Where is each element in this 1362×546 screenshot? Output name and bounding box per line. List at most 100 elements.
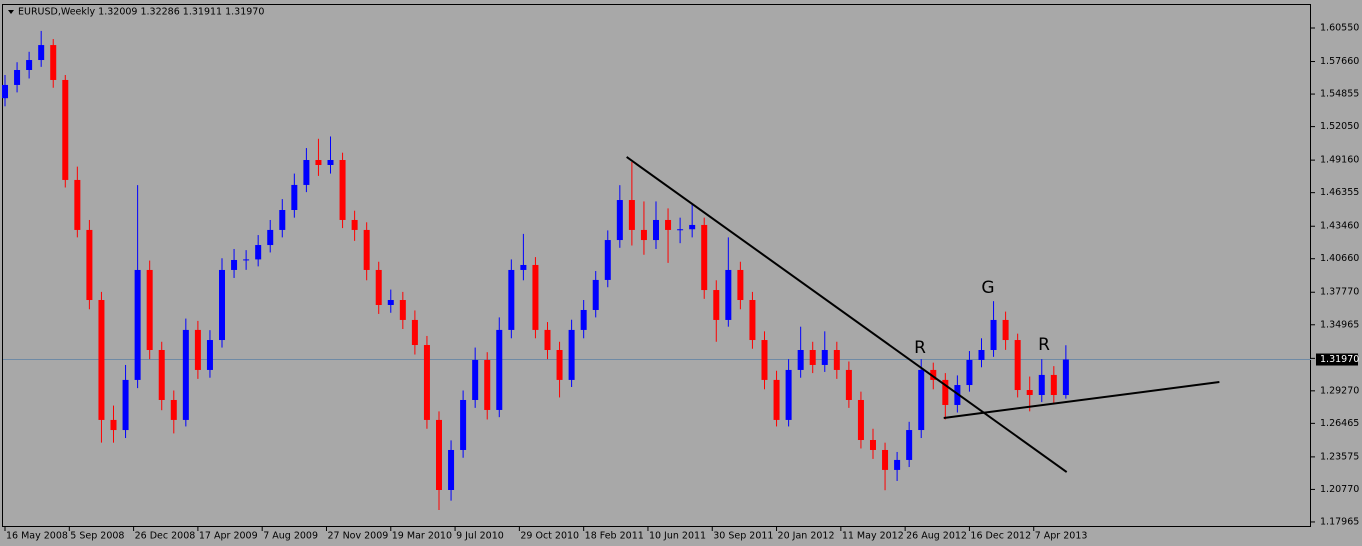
x-tick-label: 9 Jul 2010 [456,531,504,542]
candle-body [906,430,913,460]
candle-body [146,269,153,350]
candle-body [122,379,129,431]
y-tick-label: 1.52050 [1320,121,1359,132]
candle-body [809,349,816,365]
candle-body [231,259,238,270]
candle-body [1014,340,1021,391]
candle-body [930,369,937,380]
candle-body [894,459,901,470]
candle-body [98,300,105,420]
candle-body [448,449,455,490]
x-tick-label: 7 Apr 2013 [1035,531,1088,542]
x-tick-label: 19 Mar 2010 [392,531,452,542]
y-tick-label: 1.20770 [1320,484,1359,495]
x-tick-label: 5 Sep 2008 [70,531,124,542]
candle-body [267,229,274,246]
candle-body [749,300,756,341]
candle-body [797,349,804,370]
candle-body [182,329,189,420]
candle-body [423,345,430,420]
candle-body [568,329,575,380]
candle-body [857,399,864,441]
annotation: G [981,278,994,298]
candle-body [1050,374,1057,396]
y-tick-label: 1.34965 [1320,319,1359,330]
candle-body [737,269,744,301]
candle-body [785,369,792,420]
candle-body [2,84,9,99]
candle-body [170,399,177,420]
candle-body [604,240,611,280]
candle-body [882,449,889,470]
candle-body [194,329,201,370]
candle-body [158,349,165,400]
trendline [626,156,1068,473]
x-tick-label: 18 Feb 2011 [585,531,644,542]
candle-body [363,229,370,270]
candle-body [701,224,708,291]
x-tick-label: 16 Dec 2012 [970,531,1031,542]
plot-frame [2,4,1311,527]
candle-body [845,369,852,400]
candle-body [50,45,57,80]
y-tick-label: 1.49160 [1320,155,1359,166]
candle-body [665,219,672,230]
candle-body [86,229,93,301]
y-tick-label: 1.40660 [1320,253,1359,264]
candle-body [713,290,720,320]
y-tick-label: 1.60550 [1320,23,1359,34]
y-tick-label: 1.17965 [1320,516,1359,527]
candle-body [14,69,21,85]
candle-body [954,385,961,405]
candle-body [436,419,442,490]
x-tick-label: 16 May 2008 [6,531,68,542]
candle-body [38,45,45,61]
candle-body [291,184,298,210]
candle-body [411,319,418,346]
candle-body [219,269,226,341]
candle-body [460,399,467,450]
x-tick-label: 26 Aug 2012 [906,531,967,542]
candle-body [26,60,33,70]
y-tick-label: 1.57660 [1320,56,1359,67]
x-tick-label: 7 Aug 2009 [263,531,318,542]
candle-body [833,349,840,370]
candle-body [942,379,949,405]
candle-body [592,279,599,310]
candle-body [821,349,828,365]
candle-body [556,349,563,380]
candle-body [640,229,647,241]
candle-body [689,224,696,230]
candle-body [966,359,973,386]
y-tick-label: 1.23575 [1320,451,1359,462]
candle-body [472,359,479,400]
current-price-label: 1.31970 [1320,354,1359,365]
candle-body [869,440,876,450]
candle-body [580,309,587,330]
candle-body [978,349,985,360]
candle-body [520,264,527,270]
candle-body [725,269,732,320]
candle-body [351,219,358,230]
candle-body [243,259,250,261]
menu-triangle[interactable] [8,10,14,14]
trendline [943,381,1220,419]
candle-body [134,269,141,380]
current-price-box [1316,353,1358,366]
candle-body [532,264,539,330]
candle-body [255,245,262,260]
candle-body [544,329,551,350]
candle-body [918,369,925,431]
candle-body [110,419,117,431]
candle-body [1002,319,1009,341]
x-tick-label: 20 Jan 2012 [778,531,835,542]
candle-body [303,160,310,185]
y-tick-label: 1.46355 [1320,187,1359,198]
x-tick-label: 26 Dec 2008 [135,531,196,542]
candle-body [773,379,780,420]
candle-body [990,319,997,350]
y-tick-label: 1.54855 [1320,89,1359,100]
candle-body [652,219,659,241]
